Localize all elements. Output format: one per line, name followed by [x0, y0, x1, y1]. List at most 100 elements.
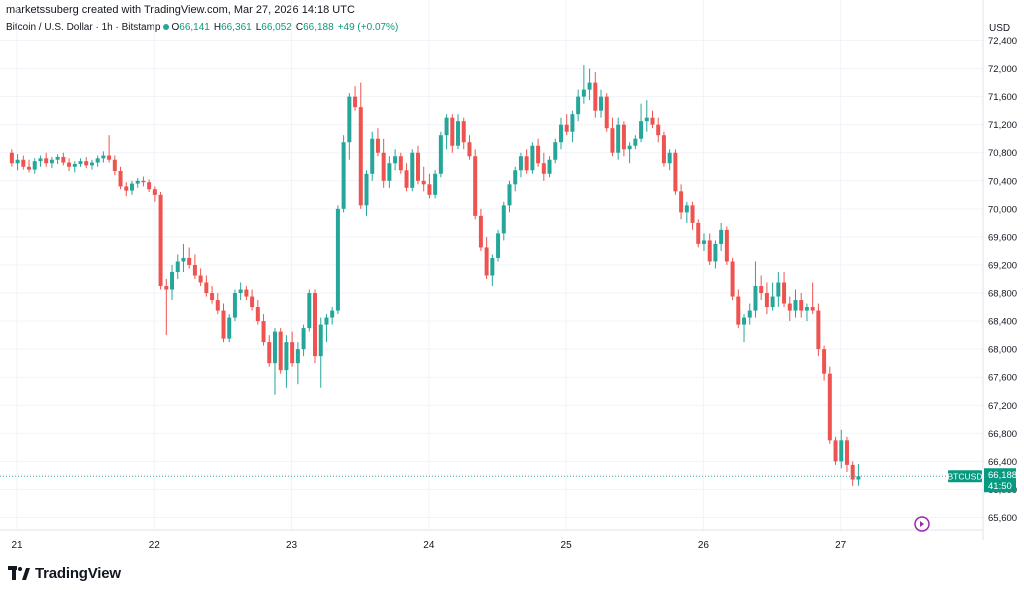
candle-body: [742, 317, 747, 325]
price-tick-label: 67,600: [988, 373, 1017, 384]
price-tick-label: 71,200: [988, 120, 1017, 131]
candle-body: [375, 138, 380, 153]
candle-body: [839, 440, 844, 462]
candle-body: [135, 180, 140, 184]
price-tick-label: 65,600: [988, 513, 1017, 524]
candle-body: [227, 317, 232, 339]
candle-body: [621, 124, 626, 150]
candle-body: [187, 257, 192, 265]
candle-down: [381, 138, 386, 188]
candle-body: [776, 282, 781, 297]
candle-body: [61, 156, 66, 163]
candle-body: [158, 194, 163, 287]
candle-body: [673, 152, 678, 192]
candle-down: [810, 282, 815, 315]
candle-body: [684, 205, 689, 213]
candle-body: [547, 159, 552, 174]
candle-down: [421, 166, 426, 192]
candle-body: [444, 117, 449, 136]
close-value: 66,188: [303, 22, 334, 33]
candle-body: [295, 349, 300, 364]
tradingview-wordmark: TradingView: [35, 564, 121, 582]
candle-up: [444, 114, 449, 150]
candle-up: [742, 314, 747, 343]
candle-down: [690, 201, 695, 230]
candle-up: [856, 464, 861, 486]
candle-body: [232, 293, 237, 318]
candle-down: [210, 286, 215, 304]
candle-body: [553, 142, 558, 160]
replay-icon[interactable]: [914, 516, 930, 532]
market-status-icon: [162, 23, 169, 30]
candle-body: [604, 96, 609, 129]
candle-body: [415, 152, 420, 181]
candle-body: [410, 152, 415, 188]
candle-body: [450, 117, 455, 146]
candle-body: [101, 155, 106, 159]
candle-up: [272, 328, 277, 395]
candle-body: [747, 310, 752, 318]
candle-body: [215, 300, 220, 311]
candle-body: [639, 121, 644, 139]
candle-body: [799, 300, 804, 311]
candle-up: [627, 142, 632, 164]
candle-up: [501, 201, 506, 241]
candle-down: [290, 331, 295, 367]
candle-body: [89, 162, 94, 166]
candle-body: [656, 124, 661, 136]
candle-body: [530, 145, 535, 171]
candle-up: [89, 159, 94, 170]
candle-up: [616, 117, 621, 160]
candle-up: [490, 254, 495, 287]
candle-body: [330, 310, 335, 318]
candle-up: [307, 289, 312, 332]
candle-body: [456, 121, 461, 146]
time-tick-label: 27: [835, 540, 847, 551]
candle-body: [318, 324, 323, 357]
candle-up: [324, 314, 329, 343]
candle-body: [129, 183, 134, 191]
candle-body: [433, 173, 438, 195]
candle-up: [341, 135, 346, 213]
candle-body: [644, 117, 649, 122]
candle-body: [38, 158, 43, 162]
tradingview-logo-icon: [8, 566, 30, 580]
candle-up: [793, 289, 798, 318]
candle-down: [844, 436, 849, 472]
time-tick-label: 21: [11, 540, 23, 551]
candle-down: [358, 82, 363, 209]
candle-down: [782, 271, 787, 308]
candle-up: [238, 282, 243, 301]
candle-body: [152, 189, 157, 195]
candle-down: [27, 159, 32, 173]
price-tag-bg: [984, 468, 1016, 493]
candle-down: [764, 282, 769, 315]
candle-up: [547, 156, 552, 178]
candle-body: [753, 286, 758, 311]
candle-up: [95, 155, 100, 167]
candle-body: [15, 159, 20, 164]
candle-body: [541, 163, 546, 174]
symbol-tag: BTCUSD: [948, 472, 983, 482]
candle-down: [833, 436, 838, 465]
chart-caption: marketssuberg created with TradingView.c…: [6, 4, 355, 16]
candle-down: [450, 114, 455, 153]
candle-body: [564, 124, 569, 132]
candle-up: [713, 240, 718, 269]
candle-body: [701, 240, 706, 244]
candle-down: [267, 335, 272, 367]
price-tick-label: 70,800: [988, 148, 1017, 159]
tradingview-logo[interactable]: TradingView: [8, 562, 121, 584]
candle-up: [175, 254, 180, 279]
symbol-tag-bg: [948, 470, 982, 483]
candle-up: [335, 205, 340, 315]
candle-body: [810, 307, 815, 311]
candle-down: [564, 114, 569, 136]
candle-down: [158, 192, 163, 290]
candle-body: [856, 476, 861, 480]
candle-body: [278, 331, 283, 371]
candle-up: [232, 289, 237, 322]
candle-body: [438, 135, 443, 174]
